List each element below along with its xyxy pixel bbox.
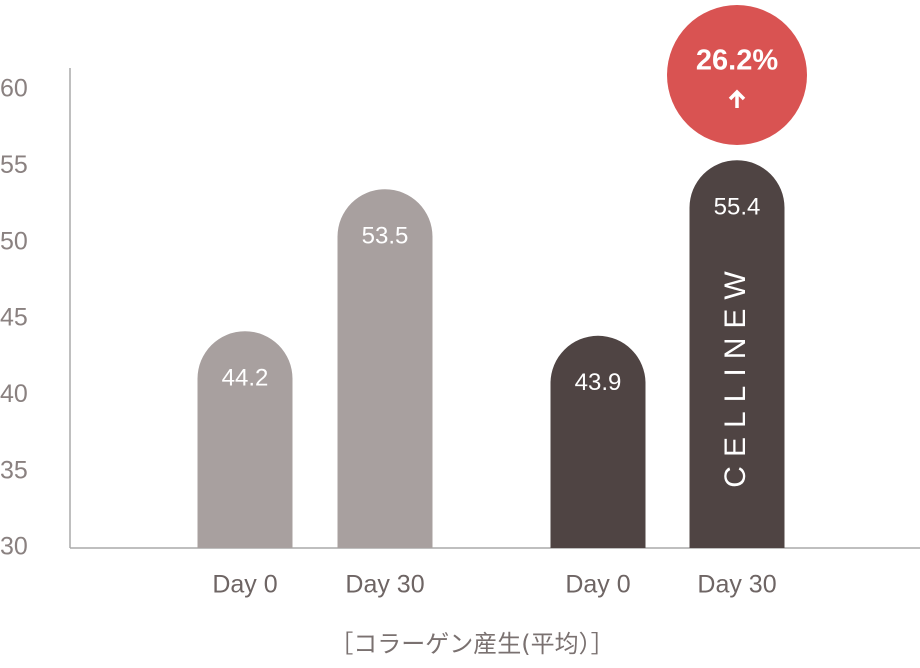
x-tick-label: Day 30 bbox=[697, 571, 776, 599]
brand-logo: CELLINEW bbox=[719, 262, 752, 487]
y-tick-label: 45 bbox=[0, 304, 28, 332]
x-tick-label: Day 30 bbox=[345, 571, 424, 599]
x-tick-label: Day 0 bbox=[212, 571, 277, 599]
bar bbox=[337, 189, 433, 549]
y-tick-label: 55 bbox=[0, 151, 28, 179]
bar bbox=[550, 335, 646, 548]
bar bbox=[689, 160, 785, 548]
value-label: 53.5 bbox=[362, 223, 409, 250]
y-tick-label: 35 bbox=[0, 456, 28, 484]
value-label: 44.2 bbox=[222, 365, 269, 392]
y-tick-label: 30 bbox=[0, 533, 28, 561]
bar bbox=[197, 331, 293, 548]
y-tick-label: 40 bbox=[0, 380, 28, 408]
badge-text: 26.2% bbox=[696, 45, 778, 77]
y-tick-label: 60 bbox=[0, 75, 28, 103]
value-label: 43.9 bbox=[575, 369, 622, 396]
value-label: 55.4 bbox=[714, 194, 761, 221]
badge-circle bbox=[667, 5, 807, 145]
caption: ［コラーゲン産生(平均）］ bbox=[329, 630, 614, 658]
y-tick-label: 50 bbox=[0, 227, 28, 255]
badge-arrow bbox=[728, 89, 746, 108]
x-tick-label: Day 0 bbox=[565, 571, 630, 599]
